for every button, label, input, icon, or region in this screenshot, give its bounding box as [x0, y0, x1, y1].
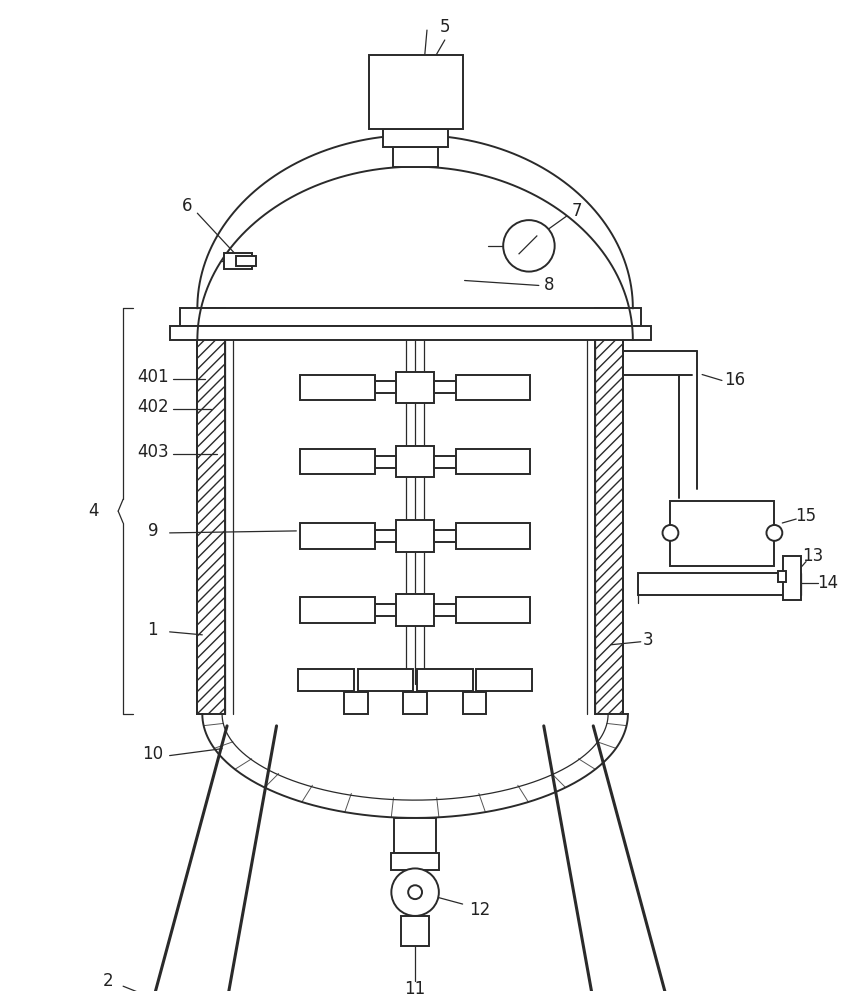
- Bar: [671, 501, 774, 566]
- Bar: [170, 326, 650, 340]
- Text: 9: 9: [148, 522, 158, 540]
- Text: 8: 8: [543, 276, 554, 294]
- Bar: [358, 669, 413, 691]
- Text: 12: 12: [469, 901, 490, 919]
- Bar: [477, 669, 532, 691]
- Text: 2: 2: [103, 972, 114, 990]
- Bar: [391, 853, 439, 870]
- Bar: [462, 692, 486, 714]
- Text: 10: 10: [142, 745, 163, 763]
- Bar: [344, 692, 367, 714]
- Bar: [401, 916, 429, 946]
- Text: 403: 403: [137, 443, 168, 461]
- Bar: [375, 381, 396, 393]
- Circle shape: [408, 885, 422, 899]
- Text: 11: 11: [405, 980, 426, 998]
- Bar: [179, 308, 641, 326]
- Bar: [396, 594, 434, 626]
- Bar: [417, 669, 473, 691]
- Bar: [434, 604, 456, 616]
- Bar: [434, 456, 456, 468]
- Text: 401: 401: [137, 368, 168, 386]
- Circle shape: [503, 220, 555, 272]
- Bar: [595, 308, 623, 714]
- Bar: [300, 375, 375, 400]
- Bar: [394, 147, 438, 167]
- Text: 15: 15: [796, 507, 817, 525]
- Bar: [375, 604, 396, 616]
- Bar: [396, 372, 434, 403]
- Bar: [300, 449, 375, 474]
- Text: 3: 3: [643, 631, 653, 649]
- Bar: [456, 449, 530, 474]
- Bar: [396, 446, 434, 477]
- Bar: [434, 381, 456, 393]
- Bar: [375, 456, 396, 468]
- Circle shape: [767, 525, 782, 541]
- Bar: [300, 523, 375, 549]
- Bar: [638, 573, 801, 595]
- Bar: [298, 669, 354, 691]
- Bar: [375, 530, 396, 542]
- Bar: [456, 375, 530, 400]
- Bar: [434, 530, 456, 542]
- Bar: [369, 55, 462, 129]
- Bar: [456, 597, 530, 623]
- Bar: [784, 556, 801, 600]
- Text: 4: 4: [88, 502, 99, 520]
- Circle shape: [391, 868, 439, 916]
- Bar: [394, 818, 436, 853]
- Bar: [456, 523, 530, 549]
- Text: 14: 14: [817, 574, 838, 592]
- Bar: [236, 256, 256, 266]
- Text: 7: 7: [571, 202, 581, 220]
- Text: 5: 5: [439, 18, 450, 36]
- Text: 16: 16: [724, 371, 745, 389]
- Bar: [403, 692, 427, 714]
- Text: 1: 1: [148, 621, 158, 639]
- Bar: [197, 308, 225, 714]
- Circle shape: [662, 525, 678, 541]
- Bar: [224, 253, 252, 269]
- Text: 6: 6: [182, 197, 193, 215]
- Bar: [779, 571, 786, 582]
- Text: 402: 402: [137, 398, 168, 416]
- Bar: [396, 520, 434, 552]
- Bar: [383, 129, 448, 147]
- Bar: [300, 597, 375, 623]
- Text: 13: 13: [802, 547, 824, 565]
